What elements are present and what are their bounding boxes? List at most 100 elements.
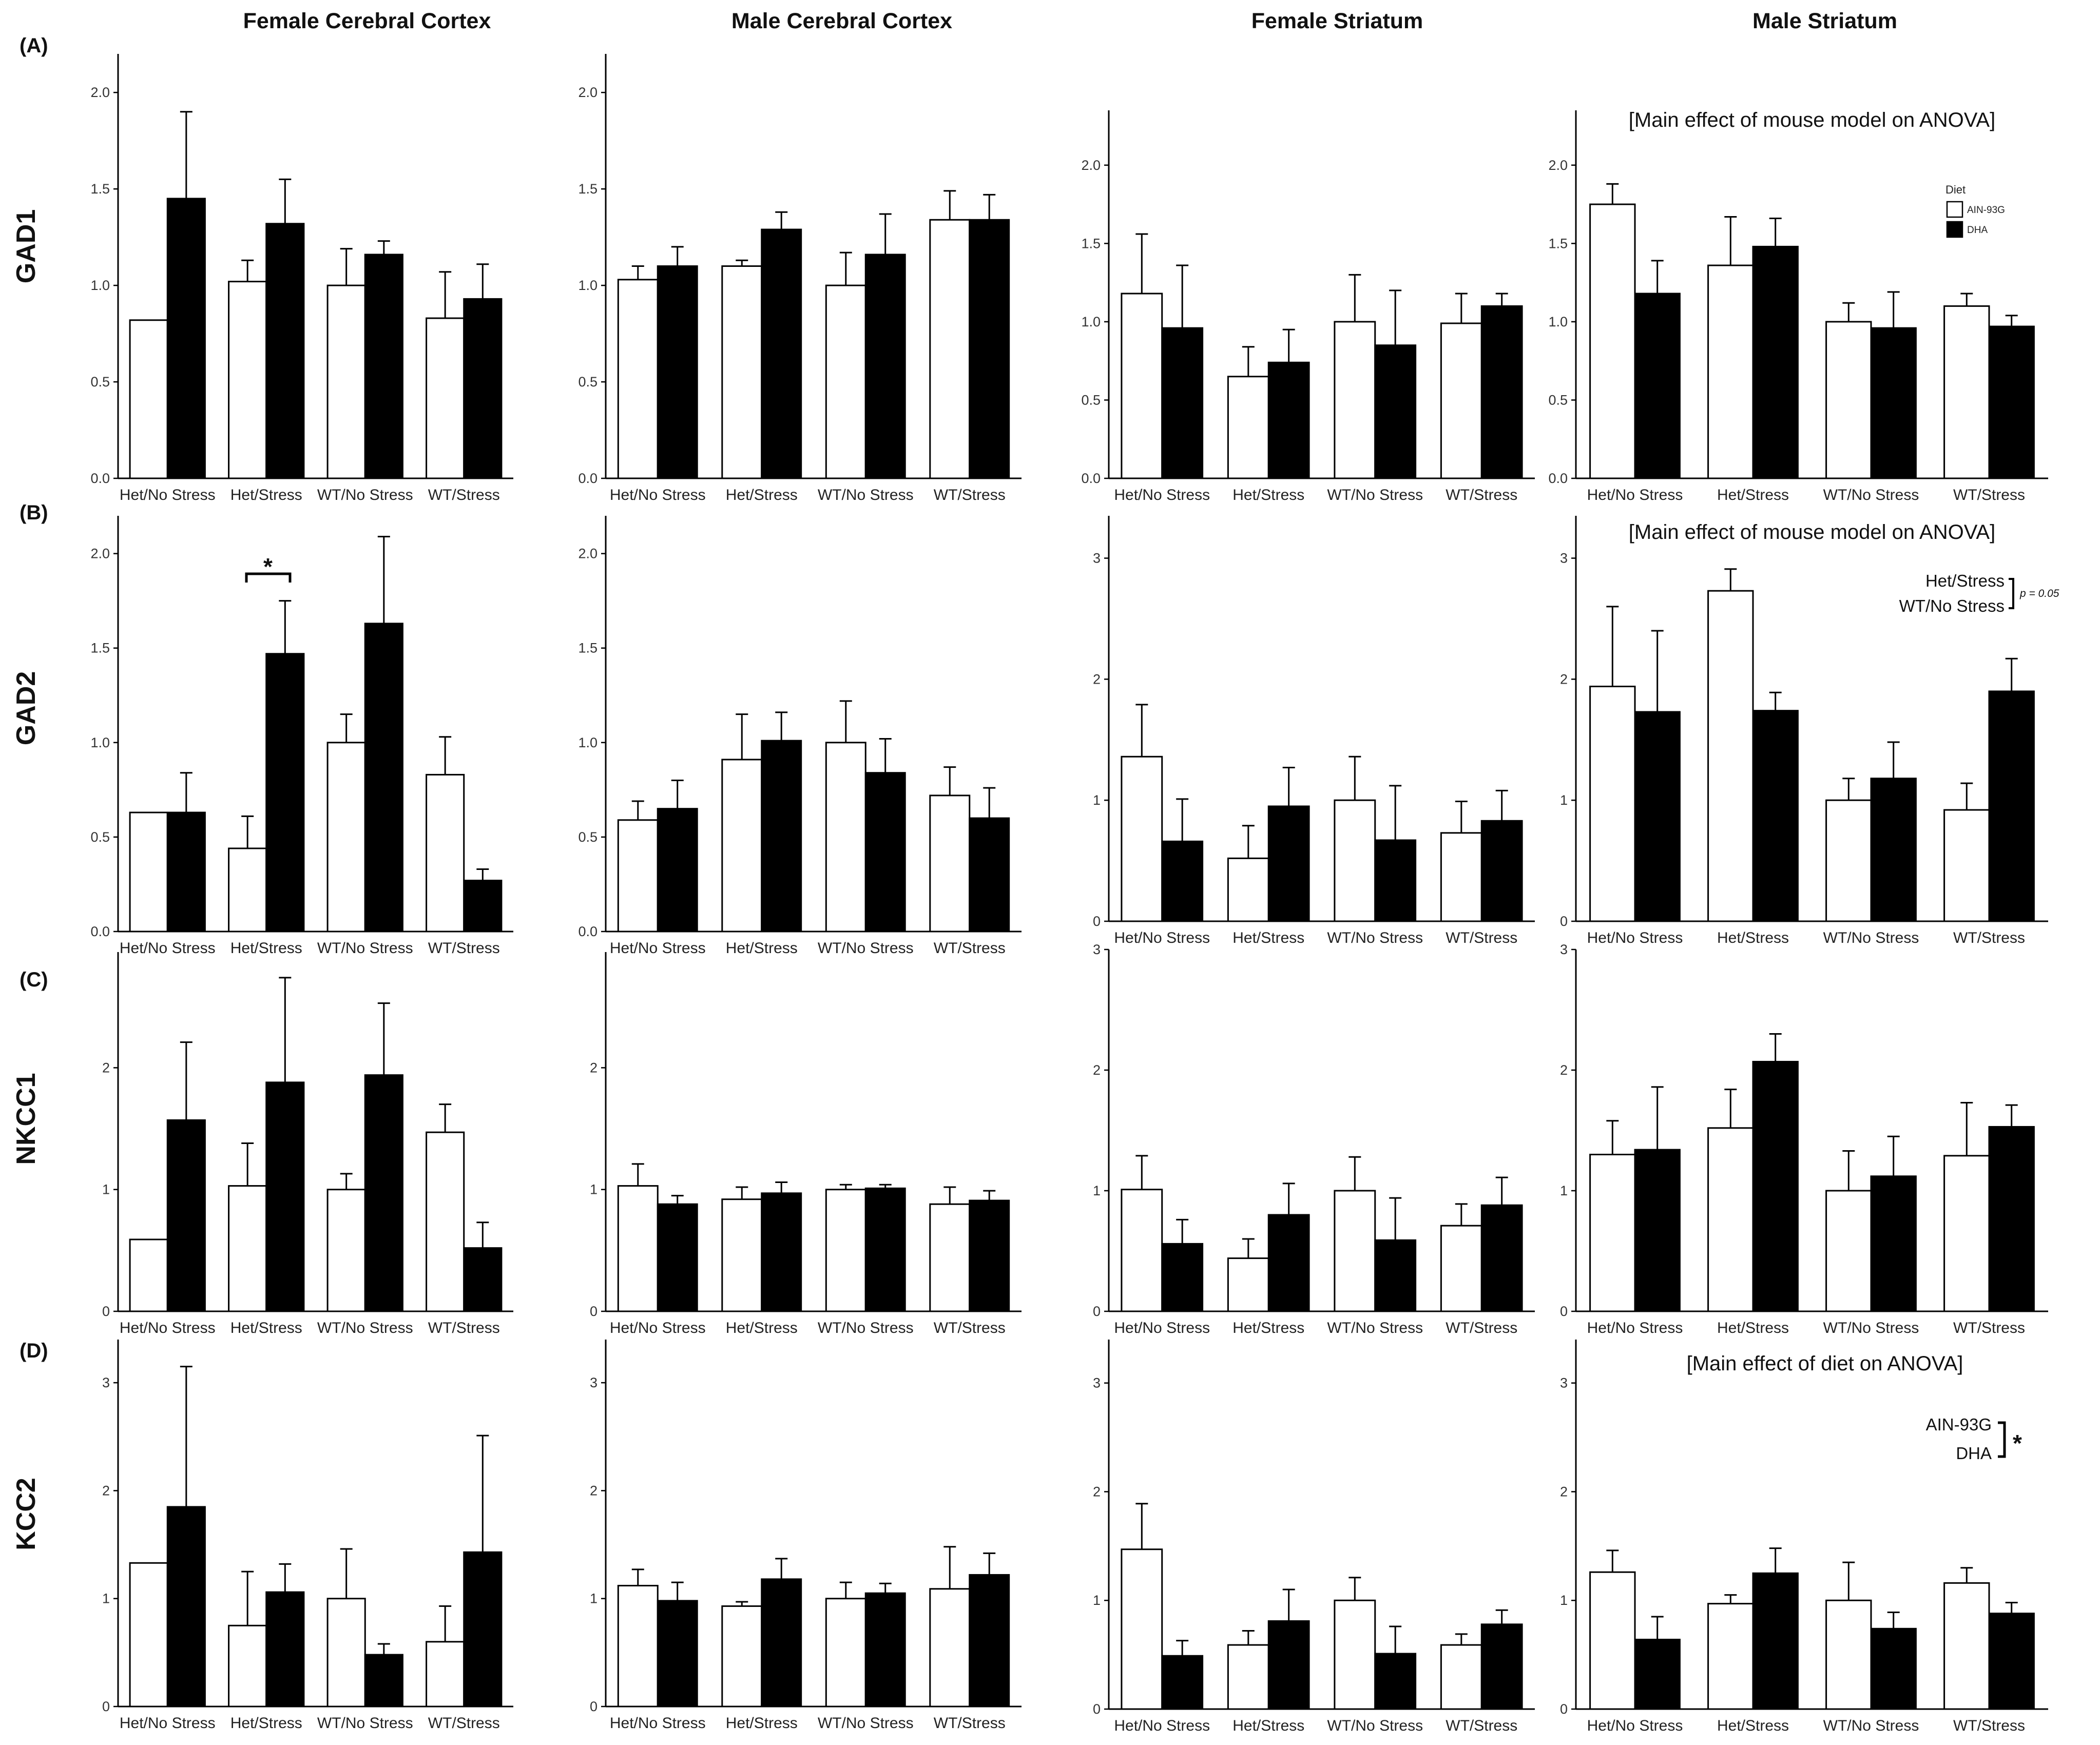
annotation-kcc2-male-striatum: [Main effect of diet on ANOVA] — [1687, 1352, 1963, 1375]
annotation-gad2-bracket — [2009, 578, 2014, 609]
bar-dha — [1870, 327, 1917, 479]
gene-label-kcc2: KCC2 — [11, 1478, 41, 1550]
x-category-label: WT/Stress — [1446, 1717, 1517, 1734]
y-tick-label: 0 — [102, 1304, 110, 1319]
bar-dha — [463, 1247, 503, 1312]
legend-swatch-dha — [1946, 221, 1963, 238]
y-tick-label: 1 — [1093, 792, 1101, 808]
bar-ain93g — [1943, 305, 1990, 479]
bar-ain93g — [129, 319, 168, 479]
bar-ain93g — [228, 847, 267, 933]
legend: Diet AIN-93G DHA — [1945, 183, 2005, 238]
bar-dha — [864, 1187, 906, 1312]
x-category-label: WT/Stress — [428, 1320, 500, 1336]
y-tick-label: 0.0 — [578, 924, 598, 939]
row-label-c: (C) — [20, 968, 48, 991]
annotation-kcc2-bracket — [1998, 1421, 2006, 1458]
bar-dha — [364, 623, 403, 933]
x-category-label: Het/Stress — [230, 487, 302, 503]
panel-a2: 0.0 0.5 1.0 1.5 2.0 Het/No Stress Het/Stress WT… — [578, 54, 1022, 503]
legend-label-ain93g: AIN-93G — [1967, 205, 2005, 216]
y-tick-label: 3 — [590, 1375, 598, 1390]
bar-ain93g — [1121, 1189, 1163, 1312]
bar-dha — [463, 1551, 503, 1708]
bar-dha — [657, 265, 698, 479]
bar-dha — [265, 1591, 305, 1708]
gene-label-nkcc1: NKCC1 — [11, 1073, 41, 1165]
bar-ain93g — [1707, 264, 1754, 479]
bar-ain93g — [1825, 1599, 1872, 1710]
bar-ain93g — [129, 1238, 168, 1312]
bar-dha — [864, 1592, 906, 1708]
y-tick-label: 1 — [1560, 792, 1568, 808]
x-category-label: WT/Stress — [934, 1320, 1006, 1336]
y-tick-label: 2.0 — [578, 85, 598, 100]
annotation-gad2-male-striatum: [Main effect of mouse model on ANOVA] — [1629, 521, 1995, 544]
bar-dha — [969, 1199, 1010, 1312]
bar-ain93g — [1943, 809, 1990, 922]
x-category-label: Het/No Stress — [1587, 1717, 1683, 1734]
x-category-label: Het/No Stress — [1587, 487, 1683, 503]
y-tick-label: 1 — [102, 1591, 110, 1606]
bar-dha — [1267, 805, 1310, 922]
x-category-label: WT/Stress — [934, 487, 1006, 503]
bar-dha — [657, 1600, 698, 1708]
bar-dha — [1752, 245, 1799, 479]
bar-dha — [1752, 1572, 1799, 1710]
y-tick-label: 2 — [102, 1060, 110, 1075]
x-category-label: Het/No Stress — [610, 1320, 706, 1336]
bar-ain93g — [1440, 1225, 1482, 1312]
bar-dha — [657, 1203, 698, 1312]
bar-dha — [1988, 1613, 2035, 1710]
x-category-label: Het/No Stress — [1114, 929, 1210, 946]
bar-ain93g — [617, 1584, 659, 1708]
x-category-label: Het/Stress — [1232, 1320, 1304, 1336]
bar-dha — [1870, 778, 1917, 922]
x-category-label: WT/Stress — [428, 940, 500, 957]
bar-dha — [364, 1654, 403, 1708]
bar-ain93g — [1589, 203, 1636, 479]
y-tick-label: 3 — [1560, 551, 1568, 566]
y-tick-label: 1.0 — [578, 735, 598, 750]
y-tick-label: 1.0 — [1548, 314, 1568, 329]
bar-ain93g — [1334, 1190, 1376, 1312]
bar-dha — [969, 1574, 1010, 1708]
bar-ain93g — [1334, 799, 1376, 922]
x-category-label: Het/No Stress — [1114, 1320, 1210, 1336]
x-category-label: WT/No Stress — [1823, 929, 1919, 946]
y-tick-label: 2 — [102, 1483, 110, 1498]
y-tick-label: 2.0 — [90, 546, 110, 561]
column-title-male-cortex: Male Cerebral Cortex — [731, 9, 952, 33]
y-tick-label: 0 — [102, 1699, 110, 1714]
bar-ain93g — [1440, 1644, 1482, 1710]
bar-dha — [166, 198, 206, 479]
x-category-label: Het/Stress — [230, 940, 302, 957]
bar-dha — [1480, 820, 1523, 922]
x-category-label: Het/No Stress — [610, 487, 706, 503]
row-label-a: (A) — [20, 34, 48, 57]
bar-ain93g — [1825, 1190, 1872, 1312]
y-tick-label: 0 — [1093, 1701, 1101, 1717]
x-category-label: WT/Stress — [1446, 487, 1517, 503]
bar-dha — [166, 811, 206, 933]
bar-ain93g — [228, 281, 267, 479]
bar-dha — [265, 1081, 305, 1312]
y-tick-label: 0.0 — [1548, 471, 1568, 486]
y-tick-label: 0.5 — [1548, 392, 1568, 408]
bar-dha — [761, 1192, 802, 1312]
bar-ain93g — [1227, 1257, 1269, 1312]
bar-dha — [463, 880, 503, 933]
y-tick-label: 1.5 — [1548, 236, 1568, 251]
x-category-label: Het/Stress — [1717, 1320, 1789, 1336]
panel-a4: 0.0 0.5 1.0 1.5 2.0 Het/No Stress Het/Stress WT… — [1548, 110, 2048, 503]
y-tick-label: 0 — [1093, 914, 1101, 929]
x-category-label: WT/No Stress — [818, 940, 914, 957]
y-tick-label: 3 — [1093, 1375, 1101, 1391]
y-tick-label: 0 — [590, 1304, 598, 1319]
bar-dha — [1374, 1653, 1417, 1710]
y-tick-label: 1 — [102, 1182, 110, 1197]
x-category-label: Het/Stress — [1232, 487, 1304, 503]
y-tick-label: 2 — [1093, 671, 1101, 687]
bar-dha — [761, 740, 802, 933]
bar-ain93g — [929, 1203, 971, 1312]
